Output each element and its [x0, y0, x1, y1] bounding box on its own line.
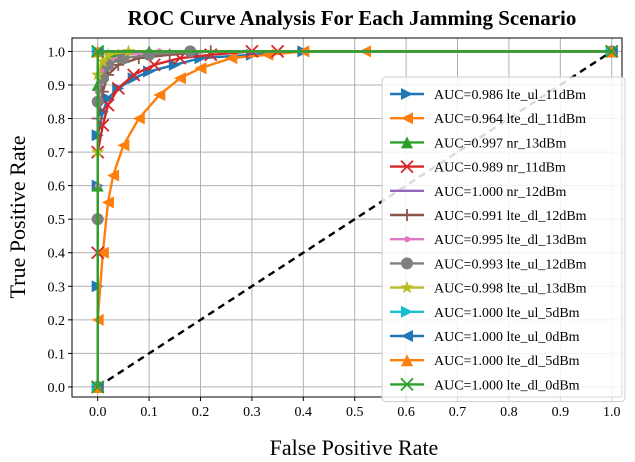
- y-tick-label: 0.4: [48, 247, 66, 262]
- marker-triangle-left: [101, 196, 114, 209]
- marker-triangle-up: [401, 354, 413, 367]
- legend-label: AUC=0.989 nr_11dBm: [434, 161, 566, 176]
- x-axis-label: False Positive Rate: [270, 435, 439, 460]
- marker-triangle-left: [132, 112, 145, 125]
- y-axis-label: True Positive Rate: [5, 136, 30, 299]
- marker-triangle-left: [153, 89, 166, 102]
- x-tick-label: 1.0: [603, 405, 621, 420]
- legend-entry-11: AUC=1.000 lte_dl_5dBm: [390, 354, 580, 369]
- x-tick-label: 0.7: [449, 405, 467, 420]
- y-tick-label: 1.0: [48, 45, 66, 60]
- legend-entry-3: AUC=0.989 nr_11dBm: [390, 159, 566, 176]
- legend-label: AUC=1.000 lte_ul_0dBm: [434, 330, 580, 345]
- marker-triangle-left: [401, 112, 413, 125]
- y-tick-label: 0.8: [48, 113, 66, 128]
- legend-label: AUC=1.000 lte_ul_5dBm: [434, 306, 580, 321]
- legend-label: AUC=0.964 lte_dl_11dBm: [434, 112, 586, 127]
- y-tick-label: 0.0: [48, 381, 66, 396]
- marker-triangle-right: [401, 305, 413, 318]
- marker-x: [111, 81, 125, 95]
- y-tick-label: 0.2: [48, 314, 66, 329]
- reference-diagonal-line: [97, 50, 613, 388]
- y-tick-label: 0.9: [48, 79, 66, 94]
- marker-star: [101, 47, 115, 61]
- legend-entry-1: AUC=0.964 lte_dl_11dBm: [390, 112, 586, 127]
- legend-entry-12: AUC=1.000 lte_dl_0dBm: [390, 377, 580, 393]
- chart-title: ROC Curve Analysis For Each Jamming Scen…: [128, 6, 577, 30]
- x-tick-label: 0.8: [500, 405, 518, 420]
- legend-entry-5: AUC=0.991 lte_dl_12dBm: [390, 209, 587, 224]
- marker-triangle-left: [173, 72, 186, 85]
- legend-entry-6: AUC=0.995 lte_dl_13dBm: [390, 233, 587, 248]
- x-tick-label: 0.4: [295, 405, 313, 420]
- marker-x: [605, 44, 619, 59]
- marker-circle: [401, 257, 413, 270]
- legend-entry-0: AUC=0.986 lte_ul_11dBm: [390, 88, 586, 103]
- marker-triangle-right: [168, 58, 181, 71]
- marker-x: [91, 380, 105, 394]
- marker-star: [400, 280, 414, 294]
- marker-triangle-right: [401, 88, 413, 100]
- reference-diagonal: [97, 50, 613, 388]
- marker-triangle-left: [401, 330, 413, 342]
- marker-x: [101, 98, 115, 112]
- y-tick-label: 0.6: [48, 180, 66, 195]
- marker-triangle-left: [194, 62, 207, 75]
- marker-triangle-left: [117, 139, 130, 152]
- legend-entry-8: AUC=0.998 lte_ul_13dBm: [390, 280, 587, 297]
- y-tick-label: 0.7: [48, 146, 66, 161]
- legend: AUC=0.986 lte_ul_11dBm AUC=0.964 lte_dl_1…: [381, 76, 626, 403]
- legend-label: AUC=1.000 nr_12dBm: [434, 185, 566, 200]
- legend-box: [381, 76, 626, 403]
- legend-label: AUC=1.000 lte_dl_0dBm: [434, 378, 580, 393]
- legend-label: AUC=0.997 nr_13dBm: [434, 136, 566, 151]
- x-tick-label: 0.1: [140, 405, 158, 420]
- legend-label: AUC=0.993 lte_ul_12dBm: [434, 257, 587, 272]
- legend-label: AUC=0.995 lte_dl_13dBm: [434, 233, 587, 248]
- axis-ticks: 0.0 0.1 0.2 0.3 0.4 0.5 0.6 0.7 0.8 0.9 1.0 0.0 0.1 0…: [48, 45, 621, 420]
- series-group: [91, 44, 619, 394]
- marker-triangle-left: [225, 52, 238, 65]
- marker-triangle-up: [401, 136, 413, 149]
- y-tick-label: 0.1: [48, 347, 66, 362]
- x-tick-label: 0.6: [397, 405, 415, 420]
- x-tick-label: 0.0: [89, 405, 107, 420]
- marker-x: [400, 377, 414, 392]
- series-12: [91, 44, 619, 394]
- legend-entry-2: AUC=0.997 nr_13dBm: [390, 136, 566, 151]
- marker-x: [147, 58, 161, 72]
- marker-triangle-right: [127, 72, 140, 85]
- x-tick-label: 0.5: [346, 405, 364, 420]
- marker-star: [96, 54, 110, 68]
- marker-triangle-left: [107, 169, 120, 182]
- legend-label: AUC=1.000 lte_dl_5dBm: [434, 354, 580, 369]
- legend-entry-9: AUC=1.000 lte_ul_5dBm: [390, 305, 580, 321]
- marker-plus: [401, 209, 413, 221]
- marker-x: [91, 44, 105, 59]
- x-tick-label: 0.9: [552, 405, 570, 420]
- marker-triangle-left: [96, 246, 109, 259]
- legend-label: AUC=0.986 lte_ul_11dBm: [434, 88, 586, 103]
- legend-label: AUC=0.998 lte_ul_13dBm: [434, 282, 587, 297]
- legend-entry-4: AUC=1.000 nr_12dBm: [390, 185, 566, 200]
- marker-x: [400, 159, 414, 174]
- y-tick-label: 0.3: [48, 280, 66, 295]
- marker-x: [127, 68, 141, 82]
- legend-entry-7: AUC=0.993 lte_ul_12dBm: [390, 257, 587, 272]
- legend-label: AUC=0.991 lte_dl_12dBm: [434, 209, 587, 224]
- x-tick-label: 0.3: [243, 405, 261, 420]
- x-tick-label: 0.2: [192, 405, 210, 420]
- legend-entry-10: AUC=1.000 lte_ul_0dBm: [390, 330, 580, 345]
- y-tick-label: 0.5: [48, 213, 66, 228]
- marker-dot: [404, 236, 410, 243]
